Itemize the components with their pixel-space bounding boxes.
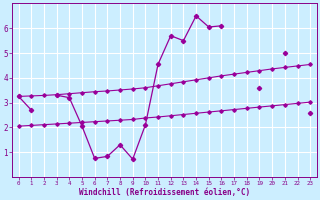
X-axis label: Windchill (Refroidissement éolien,°C): Windchill (Refroidissement éolien,°C)	[79, 188, 250, 197]
